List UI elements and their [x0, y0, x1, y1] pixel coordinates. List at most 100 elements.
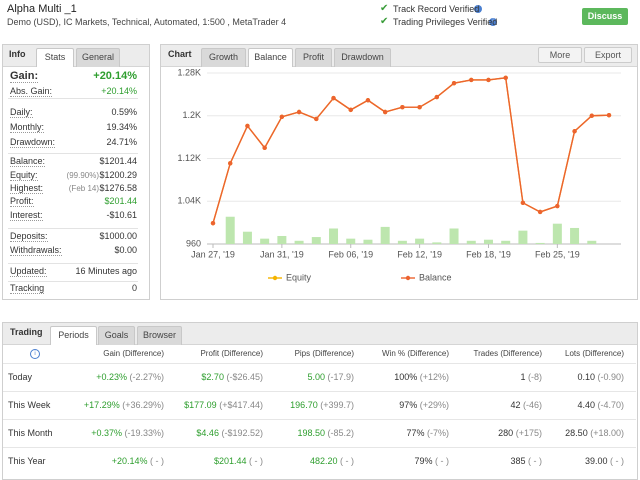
- cell: +0.23% (-2.27%): [96, 372, 164, 382]
- point: [434, 94, 440, 100]
- volume-bar: [294, 240, 304, 244]
- tab[interactable]: Periods: [50, 326, 97, 345]
- panel-label: Trading: [10, 327, 43, 337]
- x-tick-label: Feb 18, '19: [466, 249, 511, 259]
- column-header: Trades (Difference): [473, 349, 542, 358]
- point: [400, 105, 405, 110]
- export-button[interactable]: Export: [584, 47, 632, 63]
- panel-label: Info: [9, 49, 26, 59]
- x-tick-label: Jan 31, '19: [260, 249, 304, 259]
- cell: $201.44 ( - ): [214, 456, 263, 466]
- column-header: Gain (Difference): [103, 349, 164, 358]
- cell-value: 5.00: [307, 372, 325, 382]
- cell-value: 1: [520, 372, 526, 382]
- stat-value: 19.34%: [106, 122, 137, 132]
- row-label: This Week: [8, 400, 51, 410]
- cell: 5.00 (-17.9): [307, 372, 354, 382]
- row-separator: [3, 447, 636, 448]
- cell-value: $2.70: [201, 372, 224, 382]
- cell-difference: (+399.7): [320, 400, 354, 410]
- tab[interactable]: Goals: [98, 326, 135, 345]
- discuss-button[interactable]: Discuss: [582, 8, 628, 25]
- stat-value: 24.71%: [106, 137, 137, 147]
- cell-difference: ( - ): [150, 456, 164, 466]
- stat-label: Balance:: [10, 156, 46, 167]
- tab[interactable]: Drawdown: [334, 48, 391, 67]
- volume-bar: [587, 240, 597, 244]
- cell-value: +0.23%: [96, 372, 127, 382]
- stat-label: Equity:: [10, 170, 38, 181]
- y-tick-label: 1.28K: [177, 67, 201, 77]
- cell-value: 385: [510, 456, 526, 466]
- tab[interactable]: Balance: [248, 48, 293, 67]
- tab[interactable]: Browser: [137, 326, 182, 345]
- cell-value: 100%: [394, 372, 418, 382]
- column-header: Win % (Difference): [382, 349, 449, 358]
- stat-label: Highest:: [10, 183, 44, 194]
- cell-value: 42: [510, 400, 521, 410]
- point: [486, 77, 491, 83]
- cell-difference: (+36.29%): [122, 400, 164, 410]
- stat-label: Interest:: [10, 210, 43, 221]
- legend-label: Balance: [419, 272, 452, 282]
- column-header: Pips (Difference): [294, 349, 354, 358]
- stat-value: 0.59%: [111, 107, 137, 117]
- stat-value: $1201.44: [99, 156, 137, 166]
- column-header: Profit (Difference): [200, 349, 263, 358]
- more-button[interactable]: More: [538, 47, 582, 63]
- cell-difference: (+29%): [419, 400, 449, 410]
- panel-label: Chart: [168, 49, 192, 59]
- point: [331, 95, 336, 101]
- row-separator: [3, 391, 636, 392]
- cell-difference: (-85.2): [327, 428, 354, 438]
- cell-difference: ( - ): [249, 456, 263, 466]
- stat-label: Deposits:: [10, 231, 48, 242]
- cell-difference: (+18.00): [590, 428, 624, 438]
- cell-difference: (-$26.45): [226, 372, 263, 382]
- separator: [8, 228, 138, 229]
- cell: 100% (+12%): [394, 372, 449, 382]
- cell: +0.37% (-19.33%): [91, 428, 164, 438]
- info-icon: i: [489, 18, 497, 26]
- volume-bar: [449, 228, 459, 244]
- legend-label: Equity: [286, 272, 312, 282]
- point: [589, 113, 594, 118]
- point: [537, 209, 543, 215]
- point: [262, 145, 267, 151]
- point: [228, 161, 233, 166]
- chart-panel: [160, 44, 638, 300]
- cell: +17.29% (+36.29%): [84, 400, 164, 410]
- row-label: This Year: [8, 456, 46, 466]
- point: [382, 109, 388, 115]
- cell-difference: (-19.33%): [124, 428, 164, 438]
- cell-difference: (+175): [515, 428, 542, 438]
- volume-bar: [415, 238, 425, 244]
- stat-value: 16 Minutes ago: [75, 266, 137, 276]
- volume-bar: [397, 240, 407, 244]
- stat-value: $201.44: [104, 196, 137, 206]
- volume-bar: [346, 238, 356, 244]
- stat-value: $1000.00: [99, 231, 137, 241]
- cell-value: 4.40: [577, 400, 595, 410]
- y-tick-label: 1.2K: [182, 110, 201, 120]
- cell-value: +20.14%: [111, 456, 148, 466]
- cell: 385 ( - ): [510, 456, 542, 466]
- series-line: [212, 77, 610, 224]
- verified-check: ✔: [380, 3, 389, 14]
- stat-label: Profit:: [10, 196, 34, 207]
- y-tick-label: 1.12K: [177, 153, 201, 163]
- separator: [8, 98, 138, 99]
- tab[interactable]: Profit: [295, 48, 332, 67]
- cell: 198.50 (-85.2): [297, 428, 354, 438]
- tab[interactable]: Growth: [201, 48, 246, 67]
- volume-bar: [432, 242, 442, 244]
- tab[interactable]: Stats: [36, 48, 74, 67]
- subtitle: Demo (USD), IC Markets, Technical, Autom…: [7, 17, 287, 27]
- tab[interactable]: General: [76, 48, 120, 67]
- volume-bar: [329, 228, 339, 244]
- stat-note: (Feb 14): [68, 184, 99, 193]
- cell-value: $201.44: [213, 456, 247, 466]
- info-panel: [2, 44, 150, 300]
